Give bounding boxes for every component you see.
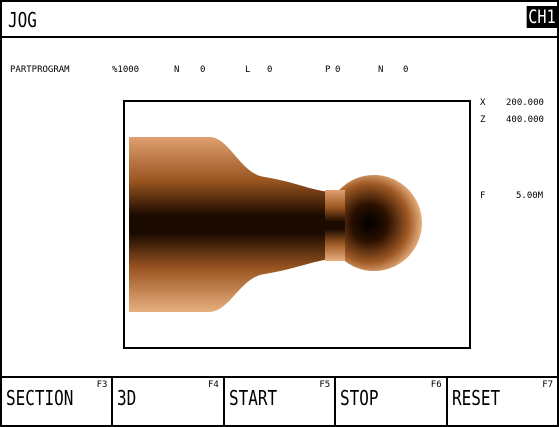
header-rule [2, 36, 557, 38]
simulation-view [123, 100, 471, 349]
l-label: L [245, 65, 250, 75]
shaft [129, 137, 330, 312]
channel: CH1 [526, 6, 557, 28]
p-value: 0 [335, 65, 340, 75]
axis-label: X [480, 98, 485, 108]
softkey-label: SECTION [6, 386, 73, 410]
axis-value: 400.000 [506, 115, 544, 125]
softkey-label: 3D [117, 386, 136, 410]
axis-value: 200.000 [506, 98, 544, 108]
softkey-bar: SECTION F3 3D F4 START F5 STOP F6 RESET F7 [2, 376, 557, 427]
softkey-label: STOP [340, 386, 379, 410]
softkey[interactable]: START F5 [225, 378, 336, 427]
axis-label: Z [480, 115, 485, 125]
neck [325, 190, 345, 261]
softkey-label: RESET [452, 386, 500, 410]
softkey-label: START [229, 386, 277, 410]
n-value: 0 [200, 65, 205, 75]
n-label: N [378, 65, 383, 75]
softkey[interactable]: STOP F6 [336, 378, 447, 427]
cnc-screen: JOG CH1 PARTPROGRAM %1000 N 0 L 0 P 0 N … [0, 0, 559, 427]
program-label: PARTPROGRAM [10, 65, 70, 75]
softkey[interactable]: 3D F4 [113, 378, 224, 427]
function-key: F5 [319, 380, 330, 390]
feed-value: 5.00M [516, 191, 543, 201]
workpiece-graphic [125, 102, 469, 347]
function-key: F7 [542, 380, 553, 390]
function-key: F6 [431, 380, 442, 390]
l-value: 0 [267, 65, 272, 75]
softkey[interactable]: SECTION F3 [2, 378, 113, 427]
function-key: F3 [97, 380, 108, 390]
softkey[interactable]: RESET F7 [448, 378, 557, 427]
n-value: 0 [403, 65, 408, 75]
function-key: F4 [208, 380, 219, 390]
feed-label: F [480, 191, 485, 201]
program-number: %1000 [112, 65, 139, 75]
n-label: N [174, 65, 179, 75]
p-label: P [325, 65, 330, 75]
mode: JOG [8, 8, 37, 32]
